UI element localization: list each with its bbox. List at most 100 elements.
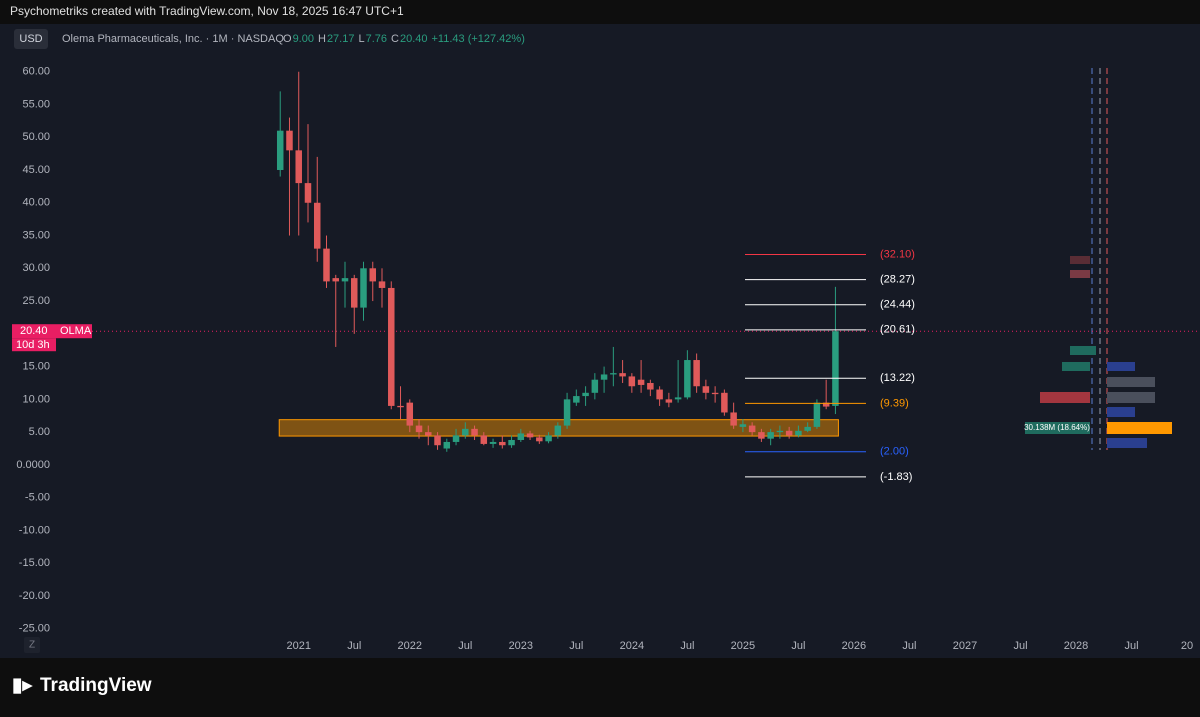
x-tick-label: 2022 (398, 640, 422, 652)
x-tick-label: 2023 (509, 640, 533, 652)
candle-body (665, 399, 673, 403)
legend-value: 7.76 (366, 33, 387, 45)
candle-body (286, 130, 293, 151)
candle-body (656, 389, 663, 400)
legend-value: 27.17 (327, 33, 355, 45)
candle-body (369, 268, 377, 282)
candle-body (304, 183, 312, 203)
price-tag (12, 324, 92, 339)
level-label: (2.00) (880, 446, 909, 458)
y-tick-label: 0.0000 (16, 459, 50, 471)
candle-body (776, 430, 784, 433)
candle-body (785, 430, 793, 436)
brand-mark: ▮▸ (12, 675, 33, 696)
legend-key: L (358, 33, 364, 45)
profile-box (1107, 377, 1155, 387)
reset-label: Z (29, 640, 35, 651)
candle-body (388, 287, 395, 406)
level-label: (32.10) (880, 248, 915, 260)
candle-body (313, 202, 321, 249)
level-label: (-1.83) (880, 471, 912, 483)
x-tick-label: 2024 (620, 640, 644, 652)
y-tick-label: 55.00 (22, 98, 50, 110)
level-label: (24.44) (880, 299, 915, 311)
y-tick-label: 5.00 (29, 426, 50, 438)
brand: TradingView (40, 675, 152, 696)
candle-body (378, 281, 386, 288)
candle-body (619, 373, 626, 377)
candle-body (674, 397, 682, 400)
candle-body (804, 426, 811, 431)
candle-body (832, 331, 839, 406)
candle-body (582, 392, 589, 397)
candle-body (730, 412, 737, 426)
candle-body (276, 130, 284, 170)
candle-body (702, 386, 710, 393)
level-label: (13.22) (880, 372, 915, 384)
x-tick-label: 2028 (1064, 640, 1088, 652)
candle-body (767, 432, 774, 439)
y-tick-label: -5.00 (25, 492, 50, 504)
candle-body (397, 405, 404, 408)
profile-box (1107, 438, 1147, 448)
x-tick-label: Jul (347, 640, 361, 652)
candle-body (647, 382, 654, 390)
y-tick-label: 45.00 (22, 164, 50, 176)
x-tick-label: 2026 (842, 640, 866, 652)
candle-body (526, 433, 534, 438)
symbol-title: Olema Pharmaceuticals, Inc. · 1M · NASDA… (62, 33, 284, 45)
x-tick-label: 20 (1181, 640, 1193, 652)
y-tick-label: 30.00 (22, 262, 50, 274)
currency-button[interactable] (14, 29, 48, 49)
y-tick-label: -20.00 (19, 590, 50, 602)
price-tag-value: 20.40 (20, 325, 48, 337)
candle-body (332, 278, 339, 282)
y-tick-label: 40.00 (22, 197, 50, 209)
profile-box (1040, 392, 1090, 403)
legend-change: +11.43 (+127.42%) (432, 33, 525, 45)
candle-body (628, 376, 636, 387)
candle-body (443, 441, 451, 449)
candle-body (573, 396, 580, 403)
candle-body (610, 373, 617, 375)
y-tick-label: 25.00 (22, 295, 50, 307)
x-tick-label: Jul (1124, 640, 1138, 652)
candle-body (684, 360, 691, 398)
candle-body (415, 425, 423, 433)
chart-panel (0, 24, 1200, 658)
candle-body (360, 268, 367, 308)
reset-button[interactable] (24, 637, 40, 653)
legend-key: H (318, 33, 326, 45)
profile-box (1025, 422, 1090, 434)
candle-body (508, 439, 515, 446)
x-tick-label: Jul (1013, 640, 1027, 652)
x-tick-label: Jul (458, 640, 472, 652)
candle-body (545, 435, 552, 442)
candle-body (748, 425, 756, 433)
countdown-tag (12, 338, 56, 352)
level-label: (9.39) (880, 397, 909, 409)
candle-body (499, 441, 506, 446)
candle-body (600, 374, 608, 380)
x-tick-label: 2021 (286, 640, 310, 652)
candle-body (591, 379, 599, 393)
candle-body (813, 402, 821, 427)
x-tick-label: Jul (680, 640, 694, 652)
profile-box (1070, 256, 1090, 264)
candle-body (406, 402, 414, 426)
candle-body (822, 402, 830, 407)
candle-body (480, 435, 488, 444)
price-tag-symbol: OLMA (60, 325, 92, 337)
profile-box (1070, 270, 1090, 278)
profile-box (1107, 422, 1172, 434)
x-tick-label: 2027 (953, 640, 977, 652)
profile-label: 30.138M (18.64%) (1024, 423, 1090, 432)
x-tick-label: Jul (902, 640, 916, 652)
profile-box (1107, 362, 1135, 371)
level-label: (28.27) (880, 274, 915, 286)
y-tick-label: -15.00 (19, 557, 50, 569)
candle-body (452, 435, 460, 442)
y-tick-label: 50.00 (22, 131, 50, 143)
